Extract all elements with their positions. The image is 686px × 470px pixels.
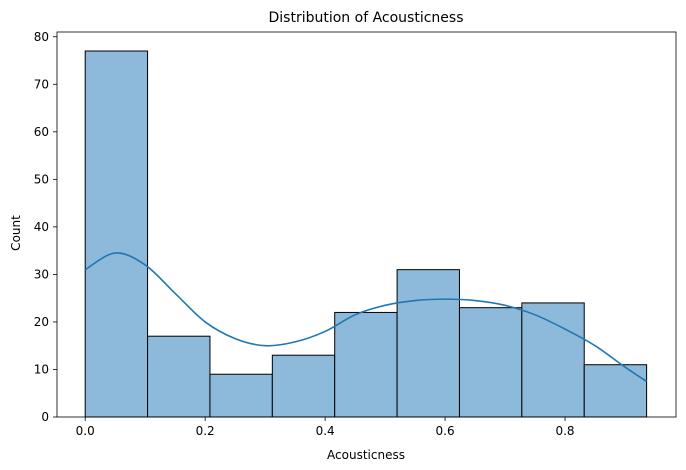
bars-group xyxy=(84,50,648,418)
x-tick-label: 0.6 xyxy=(436,424,455,438)
y-tick-label: 40 xyxy=(34,220,49,234)
histogram-bar xyxy=(271,354,336,418)
y-axis-ticks: 0 10 20 30 40 50 60 70 80 xyxy=(34,30,57,424)
kde-line xyxy=(84,252,648,383)
plot-frame xyxy=(56,31,677,418)
histogram-bar xyxy=(334,311,398,418)
y-tick-label: 10 xyxy=(34,362,49,376)
y-axis-label: Count xyxy=(9,215,23,251)
x-axis-label: Acousticness xyxy=(327,448,405,462)
histogram-bar xyxy=(583,364,648,418)
x-axis-ticks: 0.0 0.2 0.4 0.6 0.8 xyxy=(76,417,575,438)
histogram-bar xyxy=(147,335,211,418)
x-tick-label: 0.0 xyxy=(76,424,95,438)
x-tick-label: 0.8 xyxy=(555,424,574,438)
y-tick-label: 60 xyxy=(34,125,49,139)
histogram-bar xyxy=(521,302,585,418)
y-tick-label: 70 xyxy=(34,77,49,91)
histogram-bar xyxy=(84,50,149,418)
x-tick-label: 0.4 xyxy=(316,424,335,438)
x-tick-label: 0.2 xyxy=(196,424,215,438)
chart-title: Distribution of Acousticness xyxy=(269,10,464,26)
y-tick-label: 20 xyxy=(34,315,49,329)
histogram-bar xyxy=(458,307,523,418)
y-tick-label: 30 xyxy=(34,267,49,281)
y-tick-label: 0 xyxy=(41,410,49,424)
histogram-bar xyxy=(396,269,460,418)
y-tick-label: 80 xyxy=(34,30,49,44)
histogram-bar xyxy=(209,373,273,418)
y-tick-label: 50 xyxy=(34,172,49,186)
